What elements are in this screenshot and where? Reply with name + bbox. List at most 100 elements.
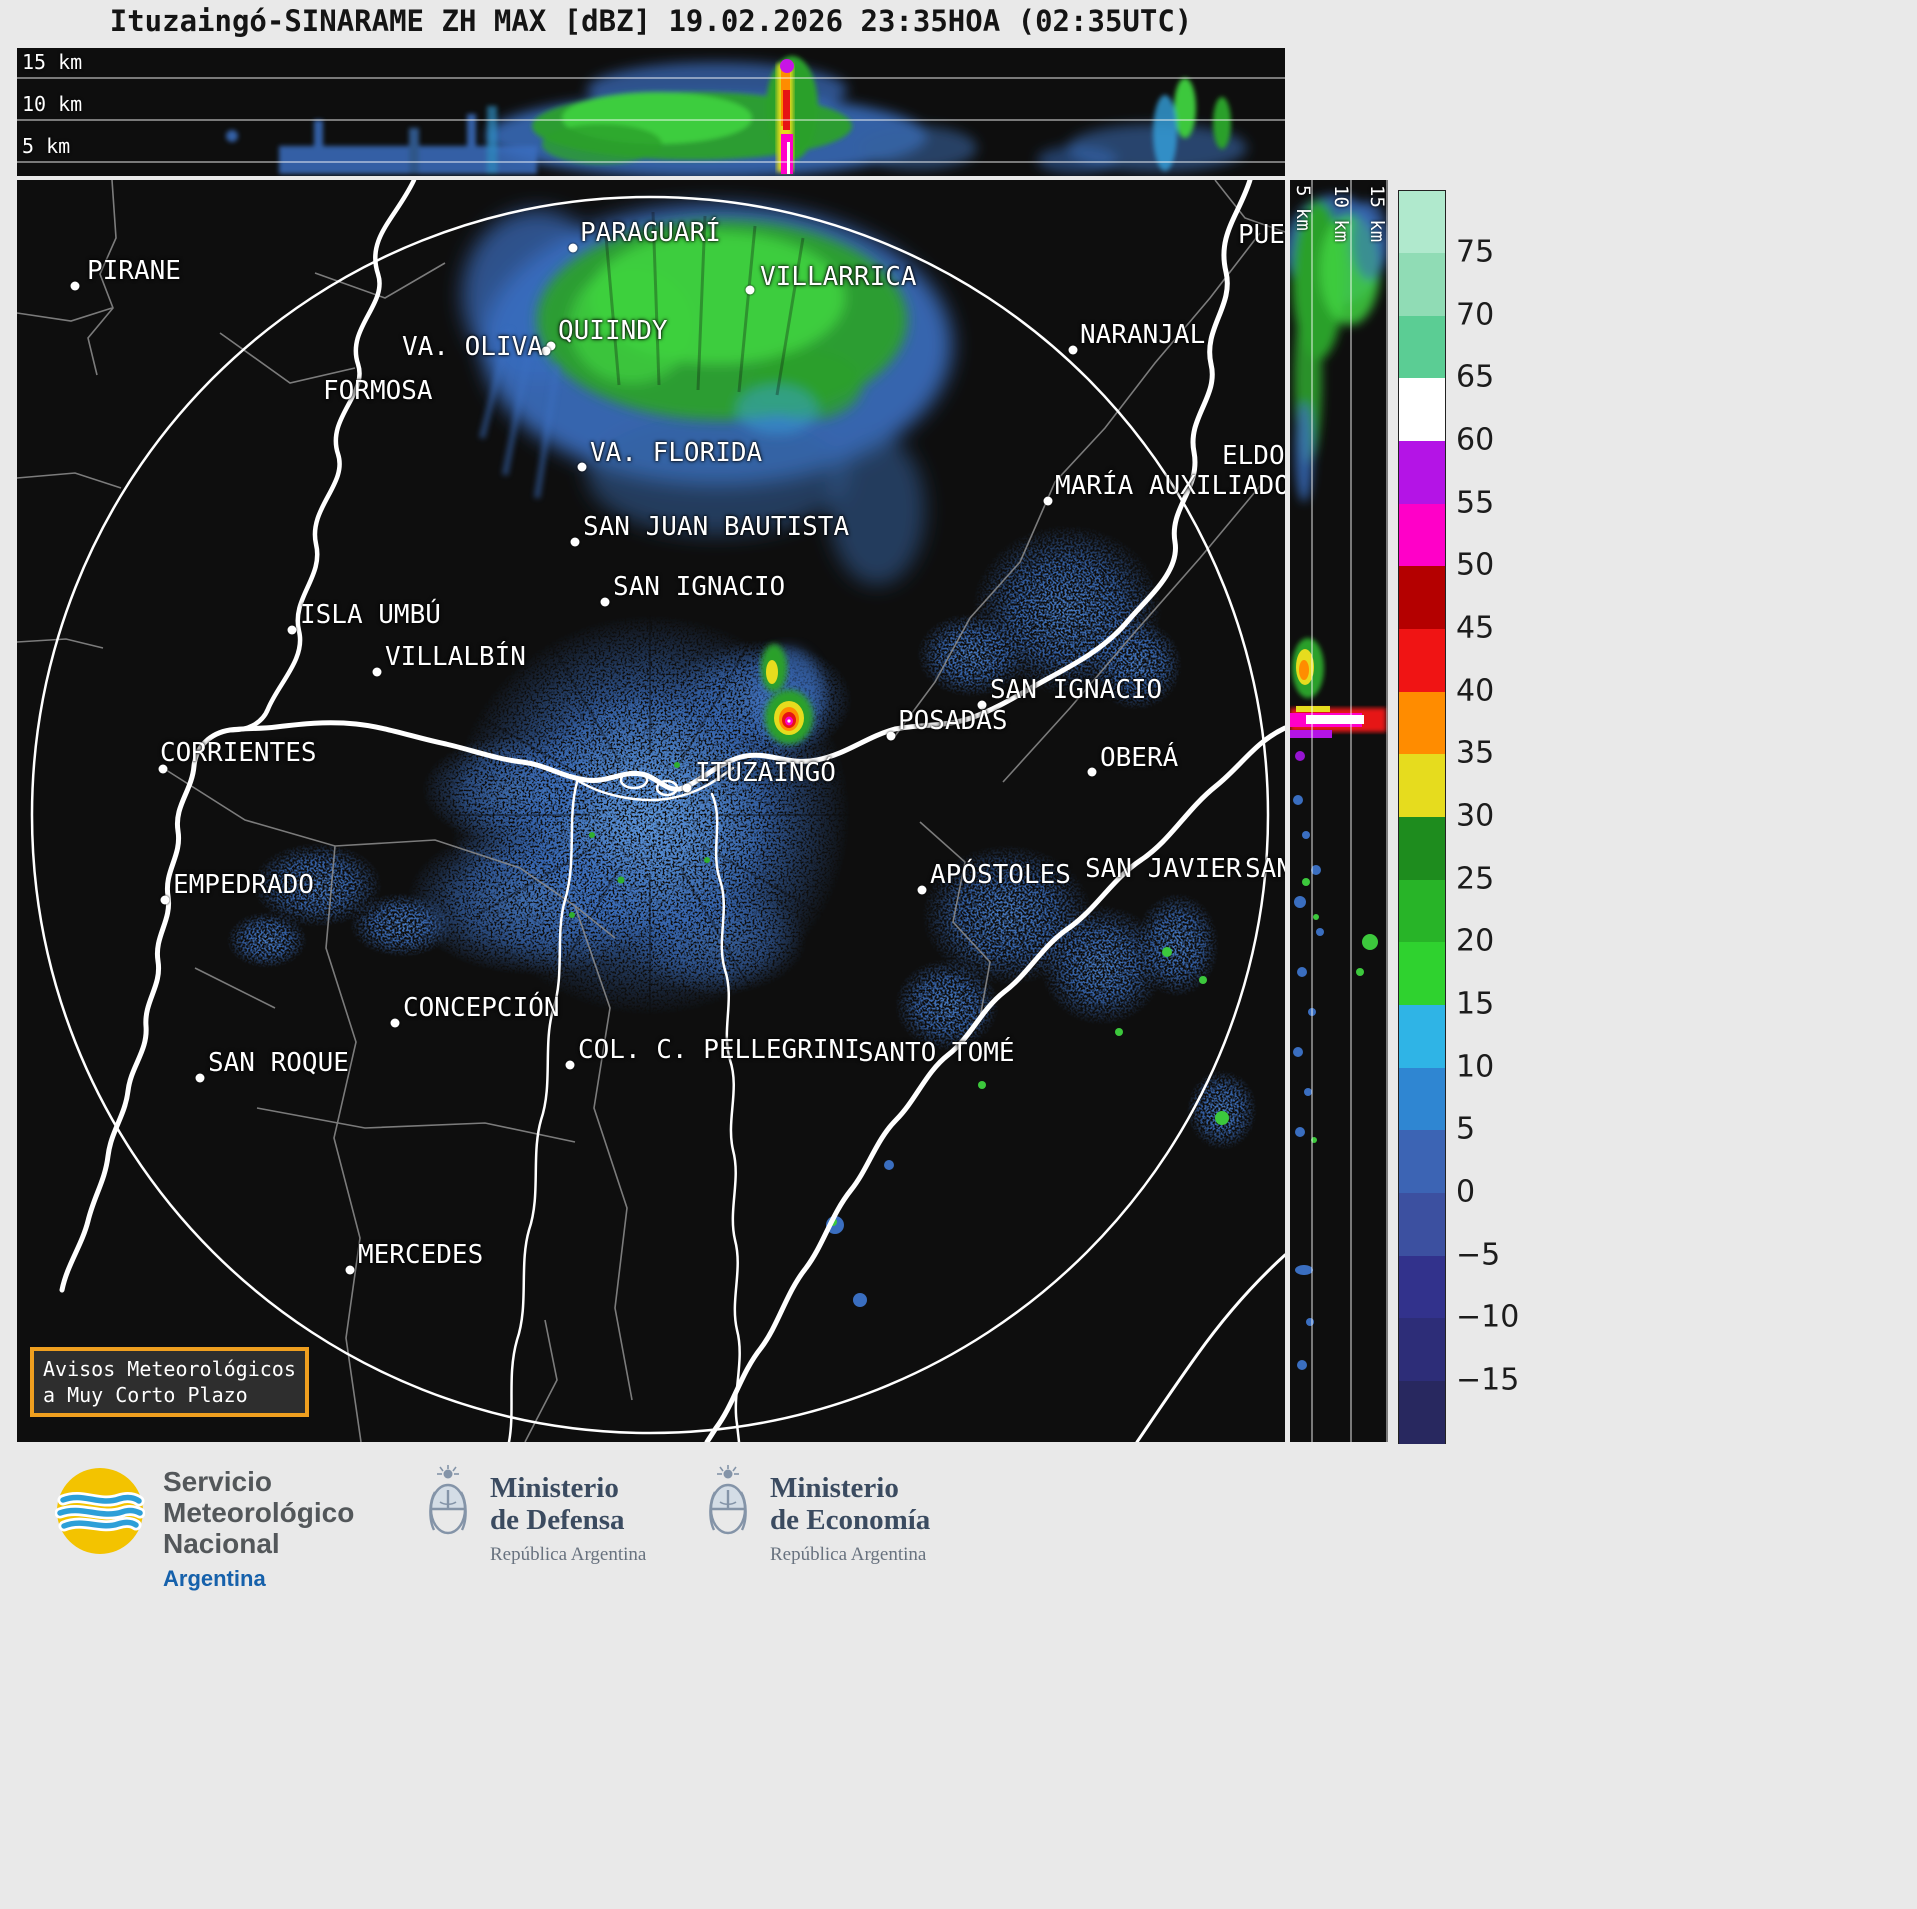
- colorbar-segment: [1399, 1130, 1445, 1194]
- city-dot: [158, 764, 168, 774]
- city-label: PARAGUARÍ: [580, 218, 721, 248]
- colorbar-segment: [1399, 817, 1445, 881]
- colorbar-segment: [1399, 378, 1445, 442]
- v-altitude-label-15km: 15 km: [1366, 185, 1388, 243]
- city-label: COL. C. PELLEGRINI: [578, 1035, 860, 1065]
- city-dot: [372, 667, 382, 677]
- colorbar-segment: [1399, 942, 1445, 1006]
- colorbar-tick-label: −10: [1456, 1299, 1520, 1335]
- side-intense-cell: [1290, 638, 1386, 761]
- colorbar-swatches: [1399, 191, 1445, 1444]
- warning-notice-line2: a Muy Corto Plazo: [43, 1383, 248, 1407]
- ministry-subtitle: República Argentina: [490, 1544, 647, 1565]
- v-altitude-label-10km: 10 km: [1330, 185, 1352, 243]
- city-label: SAN ROQUE: [208, 1048, 349, 1078]
- city-label: SANTO TOMÉ: [858, 1038, 1015, 1068]
- radar-map-panel: PIRANE PARAGUARÍ VILLARRICA QUIINDY VA. OLIV…: [17, 180, 1285, 1442]
- colorbar-ticks: 75 70 65 60 55 50 45 40 35 30 25 20 15 10 5 0 −5 −10 −15: [1456, 190, 1546, 1442]
- colorbar-tick-label: 50: [1456, 547, 1495, 583]
- ministry-subtitle: República Argentina: [770, 1544, 927, 1565]
- footer: Servicio Meteorológico Nacional Argentin…: [0, 1442, 1917, 1909]
- city-dot: [565, 1060, 575, 1070]
- ministry-name-line: de Economía: [770, 1504, 931, 1536]
- city-dot: [1043, 496, 1053, 506]
- side-scatter-blue: [1293, 795, 1324, 1370]
- smn-name-line: Meteorológico: [163, 1497, 355, 1528]
- colorbar-segment: [1399, 315, 1445, 380]
- city-dot: [600, 597, 610, 607]
- admin-boundaries: [17, 180, 1285, 1442]
- colorbar-segment: [1399, 503, 1445, 568]
- coat-of-arms-icon: [429, 1465, 467, 1535]
- city-label: ISLA UMBÚ: [300, 600, 441, 630]
- city-label: SAN JUAN BAUTISTA: [583, 512, 850, 542]
- colorbar-segment: [1399, 1381, 1445, 1444]
- colorbar-segment: [1399, 441, 1445, 505]
- colorbar-segment: [1399, 191, 1445, 254]
- city-dot: [160, 895, 170, 905]
- smn-logo-icon: [55, 1468, 145, 1554]
- altitude-gridlines: [17, 77, 1285, 163]
- smn-name-line: Nacional: [163, 1528, 280, 1559]
- city-dot: [1068, 345, 1078, 355]
- city-dot: [546, 341, 556, 351]
- colorbar-segment: [1399, 1005, 1445, 1069]
- city-label: SAN VICENTE: [1245, 854, 1285, 884]
- city-label: SAN JAVIER: [1085, 854, 1242, 884]
- city-label: OBERÁ: [1100, 743, 1179, 773]
- colorbar-segment: [1399, 754, 1445, 818]
- ministry-name-line: Ministerio: [490, 1472, 619, 1504]
- aguapey-river: [710, 792, 741, 1442]
- city-label: SAN IGNACIO: [990, 675, 1163, 705]
- colorbar-tick-label: 30: [1456, 798, 1495, 834]
- city-dot: [745, 285, 755, 295]
- city-dot: [917, 885, 927, 895]
- city-label: MERCEDES: [358, 1240, 484, 1270]
- city-label: EMPEDRADO: [173, 870, 314, 900]
- ministry-defensa-block: Ministerio de Defensa República Argentin…: [420, 1464, 646, 1566]
- city-label: QUIINDY: [558, 316, 668, 346]
- city-dot: [195, 1073, 205, 1083]
- parana-river: [59, 180, 1253, 1293]
- colorbar-tick-label: 5: [1456, 1111, 1476, 1147]
- top-intense-column: [777, 59, 794, 174]
- colorbar-segment: [1399, 629, 1445, 693]
- colorbar-segment: [1399, 1318, 1445, 1382]
- city-dot: [541, 346, 551, 356]
- echo-scattered: [227, 525, 1257, 1150]
- colorbar-tick-label: 25: [1456, 861, 1495, 897]
- city-label: VILLARRICA: [760, 262, 917, 292]
- city-label: PIRANE: [87, 256, 181, 286]
- colorbar-segment: [1399, 253, 1445, 317]
- colorbar-segment: [1399, 1067, 1445, 1132]
- city-layer: PIRANE PARAGUARÍ VILLARRICA QUIINDY VA. OLIV…: [17, 180, 1285, 1442]
- echo-north-storm: [462, 205, 952, 585]
- colorbar-tick-label: 20: [1456, 923, 1495, 959]
- city-dot: [886, 731, 896, 741]
- echo-center-green-specks: [569, 762, 710, 918]
- city-label: CORRIENTES: [160, 738, 317, 768]
- city-label: ITUZAINGÓ: [695, 758, 836, 788]
- top-cross-section-panel: 15 km 10 km 5 km: [17, 48, 1285, 176]
- city-dot: [577, 462, 587, 472]
- colorbar-tick-label: −15: [1456, 1362, 1520, 1398]
- colorbar-tick-label: 40: [1456, 673, 1495, 709]
- city-label: MARÍA AUXILIADORA: [1055, 471, 1285, 501]
- echo-scattered-green: [978, 947, 1229, 1125]
- side-scatter-green: [1302, 878, 1378, 1143]
- paraguay-river: [227, 180, 417, 733]
- city-label: APÓSTOLES: [930, 860, 1071, 890]
- coat-of-arms-icon: [709, 1465, 747, 1535]
- warning-notice-box: Avisos Meteorológicos a Muy Corto Plazo: [30, 1347, 309, 1417]
- city-label: VA. OLIVA: [402, 332, 543, 362]
- city-label: POSADAS: [898, 706, 1008, 736]
- city-label: CONCEPCIÓN: [403, 993, 560, 1023]
- colorbar-tick-label: 70: [1456, 297, 1495, 333]
- smn-country: Argentina: [163, 1566, 266, 1591]
- colorbar-tick-label: 65: [1456, 359, 1495, 395]
- parana-braids: [575, 766, 735, 802]
- colorbar-tick-label: 15: [1456, 986, 1495, 1022]
- altitude-gridlines-vertical: [1311, 180, 1388, 1442]
- top-profile-graphic: [17, 56, 1285, 176]
